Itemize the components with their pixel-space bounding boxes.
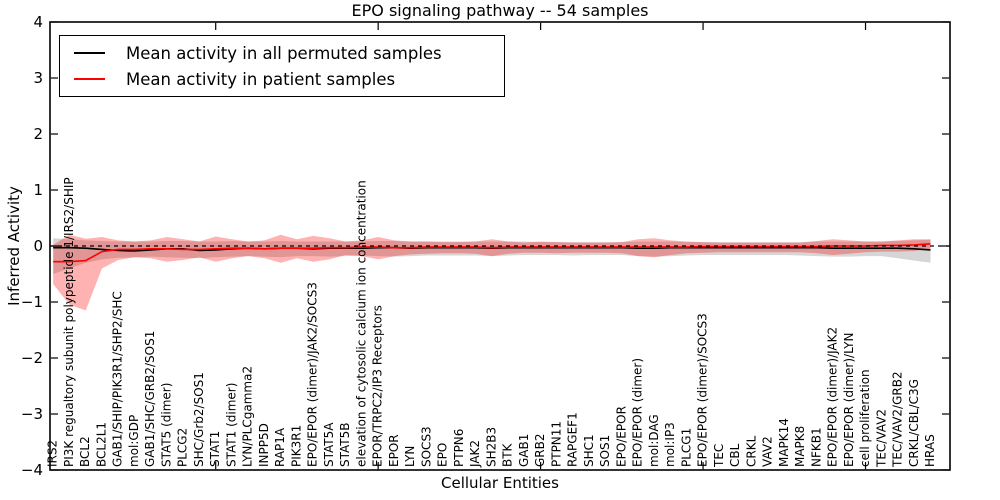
category-label: BCL2L1 — [95, 422, 109, 467]
category-label: MAPK14 — [777, 418, 791, 467]
category-label: PLCG2 — [176, 428, 190, 467]
category-label: TEC/VAV2 — [874, 409, 888, 468]
category-label: TEC/VAV2/GRB2 — [891, 371, 905, 468]
category-label: EPO/EPOR (dimer)/JAK2 — [826, 327, 840, 467]
category-label: STAT5B — [338, 423, 352, 468]
y-tick-label: 2 — [33, 125, 43, 143]
category-label: BTK — [501, 442, 515, 467]
category-label: GRB2 — [533, 433, 547, 467]
category-label: PTPN11 — [549, 421, 563, 467]
category-label: EPO — [436, 443, 450, 467]
legend-entry-patient: Mean activity in patient samples — [74, 70, 504, 89]
category-label: INPP5D — [257, 423, 271, 467]
category-label: mol:DAG — [647, 414, 661, 467]
patient-line-swatch — [74, 78, 105, 80]
permuted-line-swatch — [74, 52, 105, 54]
category-label: SHC/Grb2/SOS1 — [192, 372, 206, 467]
category-label: IRS2 — [46, 440, 60, 467]
patient-band — [53, 234, 931, 311]
category-label: STAT5 (dimer) — [160, 383, 174, 467]
y-axis-label: Inferred Activity — [5, 186, 23, 306]
category-label: cell proliferation — [858, 369, 872, 467]
category-label: PTPN6 — [452, 429, 466, 467]
y-tick-label: 3 — [33, 69, 43, 87]
category-label: EPOR — [387, 434, 401, 467]
x-axis-label: Cellular Entities — [441, 474, 559, 492]
category-label: SHC1 — [582, 434, 596, 467]
y-tick-label: 0 — [33, 237, 43, 255]
category-label: EPO/EPOR (dimer)/JAK2/SOCS3 — [306, 282, 320, 467]
category-label: EPOR/TRPC2/IP3 Receptors — [371, 305, 385, 467]
legend: Mean activity in all permuted samples Me… — [59, 35, 505, 97]
category-label: elevation of cytosolic calcium ion conce… — [354, 180, 368, 467]
category-label: STAT1 — [208, 431, 222, 467]
category-label: RAP1A — [273, 427, 287, 467]
category-label: LYN/PLCgamma2 — [241, 366, 255, 467]
y-tick-label: −3 — [21, 405, 43, 423]
y-tick-label: 4 — [33, 13, 43, 31]
category-label: PLCG1 — [679, 428, 693, 467]
patient-mean-line — [53, 243, 931, 263]
category-label: PIK3R1 — [289, 425, 303, 467]
category-label: RAPGEF1 — [566, 412, 580, 467]
category-label: EPO/EPOR (dimer)/SOCS3 — [696, 313, 710, 467]
category-label: VAV2 — [761, 436, 775, 467]
category-label: SH2B3 — [484, 427, 498, 467]
category-label: CRKL — [744, 435, 758, 467]
y-tick-label: −1 — [21, 293, 43, 311]
category-label: TEC — [712, 444, 726, 468]
y-tick-label: −4 — [21, 461, 43, 479]
category-label: SOCS3 — [419, 426, 433, 467]
category-label: SOS1 — [598, 435, 612, 467]
y-tick-label: −2 — [21, 349, 43, 367]
chart-title: EPO signaling pathway -- 54 samples — [351, 1, 649, 20]
legend-entry-permuted-label: Mean activity in all permuted samples — [126, 43, 442, 63]
category-label: GAB1/SHC/GRB2/SOS1 — [143, 331, 157, 467]
category-label: GAB1/SHIP/PIK3R1/SHP2/SHC — [111, 291, 125, 467]
category-label: BCL2 — [78, 436, 92, 467]
category-label: HRAS — [923, 434, 937, 467]
category-label: PI3K regualtory subunit polypeptide 1/IR… — [62, 177, 76, 467]
category-label: EPO/EPOR — [614, 406, 628, 467]
category-label: mol:IP3 — [663, 422, 677, 467]
category-label: mol:GDP — [127, 415, 141, 467]
legend-entry-permuted: Mean activity in all permuted samples — [74, 44, 504, 63]
y-tick-label: 1 — [33, 181, 43, 199]
category-label: STAT5A — [322, 422, 336, 467]
category-label: NFKB1 — [809, 427, 823, 467]
category-label: EPO/EPOR (dimer)/LYN — [842, 333, 856, 467]
category-label: CRKL/CBL/C3G — [907, 379, 921, 467]
category-label: GAB1 — [517, 434, 531, 467]
category-label: LYN — [403, 446, 417, 467]
category-label: JAK2 — [468, 440, 482, 468]
category-label: CBL — [728, 443, 742, 467]
category-label: STAT1 (dimer) — [224, 383, 238, 467]
legend-entry-patient-label: Mean activity in patient samples — [126, 69, 396, 89]
axes-frame — [49, 21, 951, 471]
category-label: MAPK8 — [793, 426, 807, 467]
category-label: EPO/EPOR (dimer) — [631, 358, 645, 467]
